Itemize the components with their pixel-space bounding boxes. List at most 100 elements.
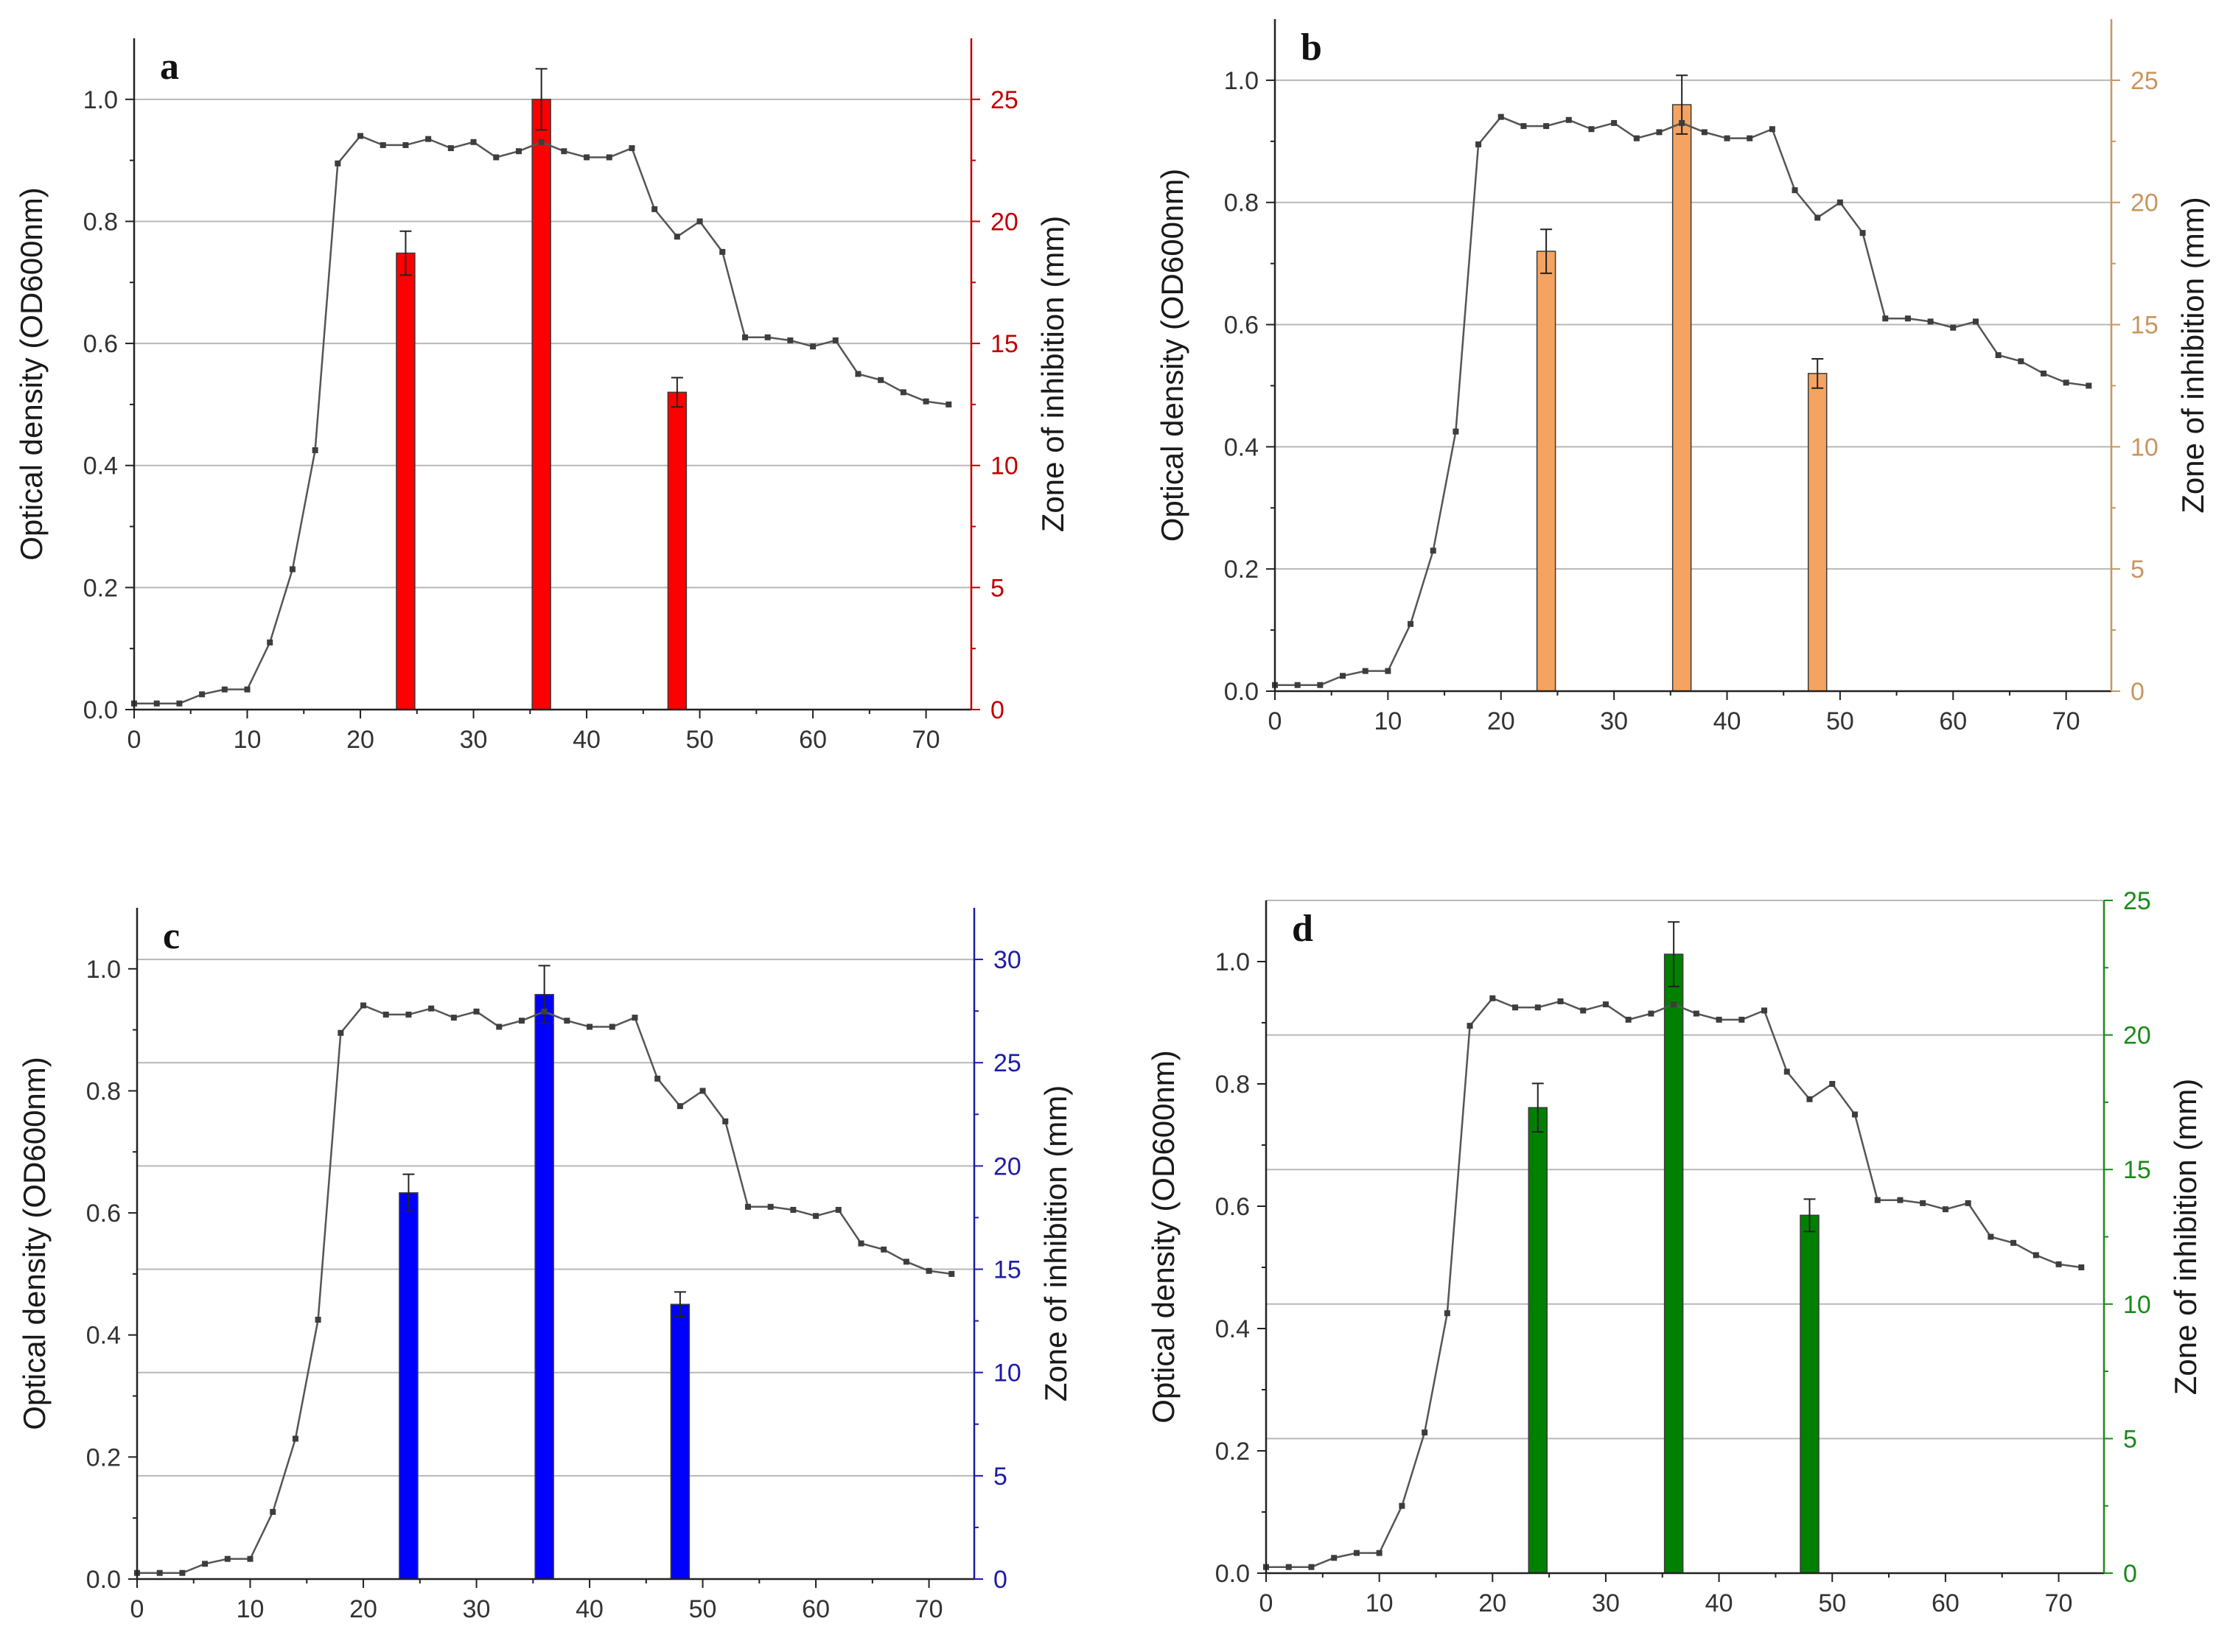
- panel-c-chart: 0.0 0.2 0.4 0.6 0.8 1.0 0 10 20 30 40 50 60 70 0 5 10 15 2…: [17, 908, 1073, 1623]
- od600-point: [518, 1018, 525, 1024]
- x-tick-label: 0: [1268, 707, 1282, 735]
- od600-point: [1489, 995, 1496, 1001]
- inhibition-bar: [534, 993, 554, 1580]
- od600-point: [2063, 379, 2069, 386]
- od600-point: [515, 148, 522, 155]
- y-tick-label: 0.8: [1215, 1071, 1250, 1099]
- od600-point: [312, 447, 318, 454]
- od600-point: [176, 700, 183, 707]
- y2-axis-title: Zone of inhibition (mm): [1035, 216, 1070, 533]
- od600-point: [1444, 1310, 1450, 1317]
- od600-point: [744, 1203, 751, 1210]
- od600-point: [1920, 1200, 1926, 1206]
- od600-point: [1285, 1564, 1292, 1570]
- x-tick-label: 60: [1932, 1589, 1960, 1617]
- y2-tick-label: 0: [2123, 1560, 2137, 1588]
- x-tick-label: 30: [1600, 707, 1628, 735]
- y2-tick-label: 20: [990, 208, 1018, 236]
- od600-point: [1679, 119, 1685, 126]
- y2-tick-label: 25: [2131, 67, 2159, 95]
- od600-point: [179, 1569, 186, 1576]
- y2-axis-title: Zone of inhibition (mm): [2175, 197, 2210, 514]
- od600-point: [1611, 119, 1618, 126]
- od600-point: [1701, 129, 1708, 136]
- od600-point: [790, 1206, 797, 1213]
- y2-tick-label: 20: [993, 1152, 1021, 1180]
- x-tick-label: 20: [346, 726, 374, 754]
- x-tick-label: 40: [573, 726, 601, 754]
- od600-point: [767, 1203, 774, 1210]
- od600-point: [1625, 1016, 1632, 1023]
- od600-point: [787, 337, 794, 343]
- od600-point: [357, 133, 364, 139]
- od600-point: [315, 1317, 321, 1323]
- od600-point: [493, 154, 500, 161]
- od600-point: [609, 1023, 615, 1030]
- od600-point: [247, 1555, 254, 1562]
- y-tick-label: 0.2: [1224, 556, 1259, 584]
- panel-label: d: [1292, 908, 1313, 950]
- y2-tick-label: 30: [993, 946, 1021, 974]
- od600-point: [470, 139, 477, 145]
- y2-tick-label: 5: [990, 574, 1004, 602]
- y2-tick-label: 10: [990, 452, 1018, 480]
- od600-point: [1543, 123, 1550, 130]
- od600-point: [202, 1561, 209, 1567]
- od600-point: [1467, 1023, 1473, 1029]
- od600-point: [2018, 358, 2024, 365]
- x-tick-label: 0: [1259, 1589, 1273, 1617]
- od600-point: [1965, 1200, 1971, 1206]
- od600-point: [587, 1023, 593, 1030]
- y-tick-label: 0.2: [83, 574, 118, 602]
- od600-point: [878, 377, 884, 383]
- od600-point: [1950, 324, 1957, 331]
- od600-point: [1671, 1001, 1677, 1008]
- od600-point: [584, 154, 590, 161]
- y2-tick-label: 25: [2123, 887, 2151, 915]
- od600-point: [1399, 1502, 1405, 1509]
- od600-point: [1792, 187, 1798, 194]
- od600-point: [1588, 126, 1595, 133]
- x-tick-label: 10: [234, 726, 262, 754]
- od600-point: [1738, 1016, 1745, 1023]
- od600-point: [1769, 126, 1775, 133]
- od600-point: [447, 145, 454, 152]
- y2-tick-label: 10: [2123, 1291, 2151, 1319]
- inhibition-bar: [670, 1303, 691, 1580]
- od600-point: [1988, 1233, 1994, 1240]
- inhibition-bar: [1800, 1214, 1820, 1574]
- od600-point: [1836, 199, 1843, 206]
- od600-point: [722, 1118, 729, 1124]
- inhibition-bar: [399, 1192, 419, 1580]
- od600-point: [1362, 668, 1369, 674]
- x-tick-label: 70: [915, 1595, 943, 1623]
- od600-point: [425, 136, 432, 142]
- od600-point: [699, 1088, 706, 1094]
- x-tick-label: 70: [912, 726, 940, 754]
- inhibition-bar: [1671, 104, 1692, 692]
- od600-point: [900, 389, 906, 396]
- x-tick-label: 20: [1487, 707, 1515, 735]
- od600-point: [1497, 113, 1504, 120]
- y2-tick-label: 20: [2123, 1022, 2151, 1050]
- y2-tick-label: 15: [990, 330, 1018, 358]
- od600-point: [402, 141, 409, 148]
- y-tick-label: 0.0: [1215, 1560, 1250, 1588]
- y-axis-title: Optical density (OD600nm): [17, 1057, 52, 1430]
- od600-point: [1308, 1564, 1315, 1570]
- y-tick-label: 0.4: [86, 1322, 121, 1350]
- od600-point: [405, 1011, 412, 1018]
- od600-point: [696, 218, 703, 225]
- od600-point: [1897, 1197, 1904, 1203]
- od600-point: [267, 639, 273, 645]
- panel-a-chart: 0.0 0.2 0.4 0.6 0.8 1.0 0 10 20 30 40 50 60 70 0 5 10 15 2…: [14, 38, 1070, 754]
- od600-point: [855, 371, 861, 377]
- y-tick-label: 0.8: [83, 208, 118, 236]
- od600-point: [450, 1015, 457, 1021]
- od600-point: [382, 1011, 389, 1018]
- od600-point: [1633, 135, 1640, 141]
- y-tick-label: 1.0: [86, 956, 121, 984]
- x-tick-label: 60: [799, 726, 827, 754]
- x-tick-label: 30: [1592, 1589, 1620, 1617]
- y2-axis-title: Zone of inhibition (mm): [2168, 1079, 2203, 1396]
